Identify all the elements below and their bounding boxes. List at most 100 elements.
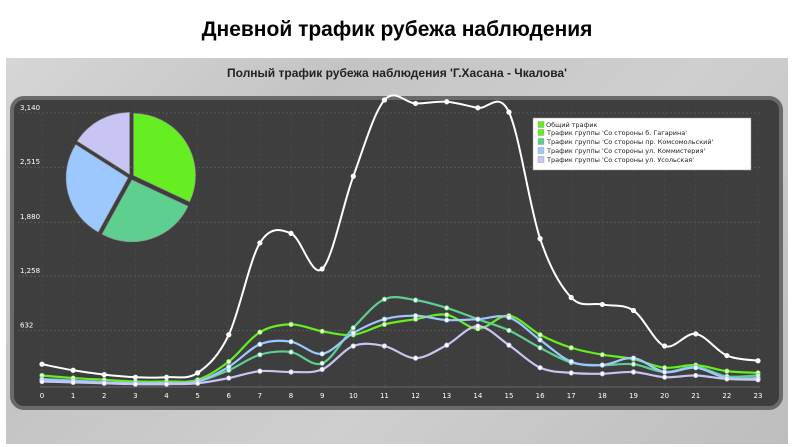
x-tick-label: 1 (71, 392, 75, 400)
data-point (319, 360, 325, 366)
data-point (693, 372, 699, 379)
legend-label: Трафик группы 'Со стороны ул. Коммистери… (546, 147, 706, 155)
x-tick-label: 7 (258, 392, 262, 400)
x-tick-label: 0 (40, 392, 44, 400)
data-point (257, 240, 263, 246)
data-point (381, 296, 388, 302)
data-point (444, 342, 450, 348)
legend-label: Трафик группы 'Со стороны ул. Усольская' (546, 156, 694, 164)
data-point (39, 361, 45, 367)
x-tick-label: 3 (133, 392, 137, 400)
data-point (568, 294, 574, 301)
data-point (350, 330, 356, 336)
y-tick-label: 1,880 (20, 213, 40, 221)
x-tick-label: 13 (442, 392, 451, 400)
data-point (630, 307, 637, 314)
data-point (568, 345, 574, 351)
data-point (444, 305, 450, 311)
data-point (537, 236, 543, 242)
x-axis-ticks: 0 1 2 3 4 5 6 7 8 9 10 11 12 13 14 15 16 17 18 19 20 21 22 23 (40, 392, 763, 400)
series-line (41, 296, 759, 385)
pie-slice (65, 144, 129, 233)
data-point (630, 355, 637, 361)
legend: Общий трафик Трафик группы 'Со стороны б… (532, 117, 752, 171)
y-tick-label: 1,258 (20, 267, 40, 275)
x-tick-label: 8 (289, 392, 293, 400)
legend-swatch-total (537, 121, 545, 128)
legend-label: Трафик группы 'Со стороны б. Гагарина' (546, 129, 687, 137)
data-point (506, 314, 512, 321)
data-point (724, 368, 730, 374)
data-point (599, 352, 605, 358)
data-point (724, 376, 730, 382)
data-point (537, 332, 543, 338)
data-point (319, 328, 325, 334)
data-point (350, 173, 356, 179)
data-point (226, 332, 232, 338)
data-point (288, 369, 294, 375)
data-point (537, 345, 543, 351)
x-tick-label: 5 (195, 392, 199, 400)
data-point (755, 358, 761, 364)
data-point (568, 359, 574, 365)
data-point (257, 329, 263, 335)
data-point (412, 355, 419, 361)
data-point (257, 352, 263, 358)
x-tick-label: 19 (629, 392, 638, 400)
data-point (101, 380, 107, 386)
legend-label: Трафик группы 'Со стороны пр. Комсомольс… (546, 138, 714, 146)
data-point (163, 374, 170, 380)
data-point (319, 266, 325, 272)
x-tick-label: 10 (349, 392, 358, 400)
data-point (599, 371, 605, 377)
legend-swatch (537, 129, 545, 136)
data-point (319, 351, 325, 357)
data-point (132, 374, 138, 380)
data-point (226, 359, 232, 365)
legend-box (532, 117, 752, 171)
data-point (475, 105, 481, 111)
data-point (662, 365, 668, 371)
data-point (412, 313, 419, 319)
data-point (70, 367, 76, 373)
pie-slice (101, 179, 189, 243)
data-point (195, 370, 201, 376)
x-tick-label: 20 (660, 392, 669, 400)
data-point (70, 379, 76, 386)
data-point (381, 97, 388, 103)
data-point (599, 362, 605, 368)
series-line (41, 324, 759, 386)
data-point (630, 369, 637, 375)
series-layer (39, 94, 761, 387)
data-point (319, 366, 325, 373)
data-point (475, 323, 481, 329)
pie-chart (65, 112, 196, 243)
data-point (444, 99, 450, 105)
x-tick-label: 23 (754, 392, 763, 400)
y-tick-label: 2,515 (20, 158, 40, 166)
data-point (506, 327, 512, 334)
data-point (163, 381, 170, 387)
x-tick-label: 15 (504, 392, 513, 400)
data-point (195, 380, 201, 386)
chart-title: Полный трафик рубежа наблюдения 'Г.Хасан… (227, 66, 567, 80)
series-line (41, 313, 759, 383)
x-tick-label: 2 (102, 392, 106, 400)
data-point (257, 368, 263, 374)
data-point (288, 230, 294, 237)
data-point (226, 375, 232, 381)
x-tick-label: 12 (411, 392, 420, 400)
series-0 (39, 94, 761, 380)
series-4 (39, 323, 761, 387)
x-tick-label: 18 (598, 392, 607, 400)
data-point (537, 365, 543, 371)
x-tick-label: 14 (473, 392, 482, 400)
pie-slice (76, 112, 130, 175)
data-point (350, 325, 356, 331)
y-tick-label: 632 (20, 321, 33, 329)
data-point (132, 381, 138, 387)
data-point (537, 337, 543, 343)
x-tick-label: 9 (320, 392, 324, 400)
x-tick-label: 22 (722, 392, 731, 400)
